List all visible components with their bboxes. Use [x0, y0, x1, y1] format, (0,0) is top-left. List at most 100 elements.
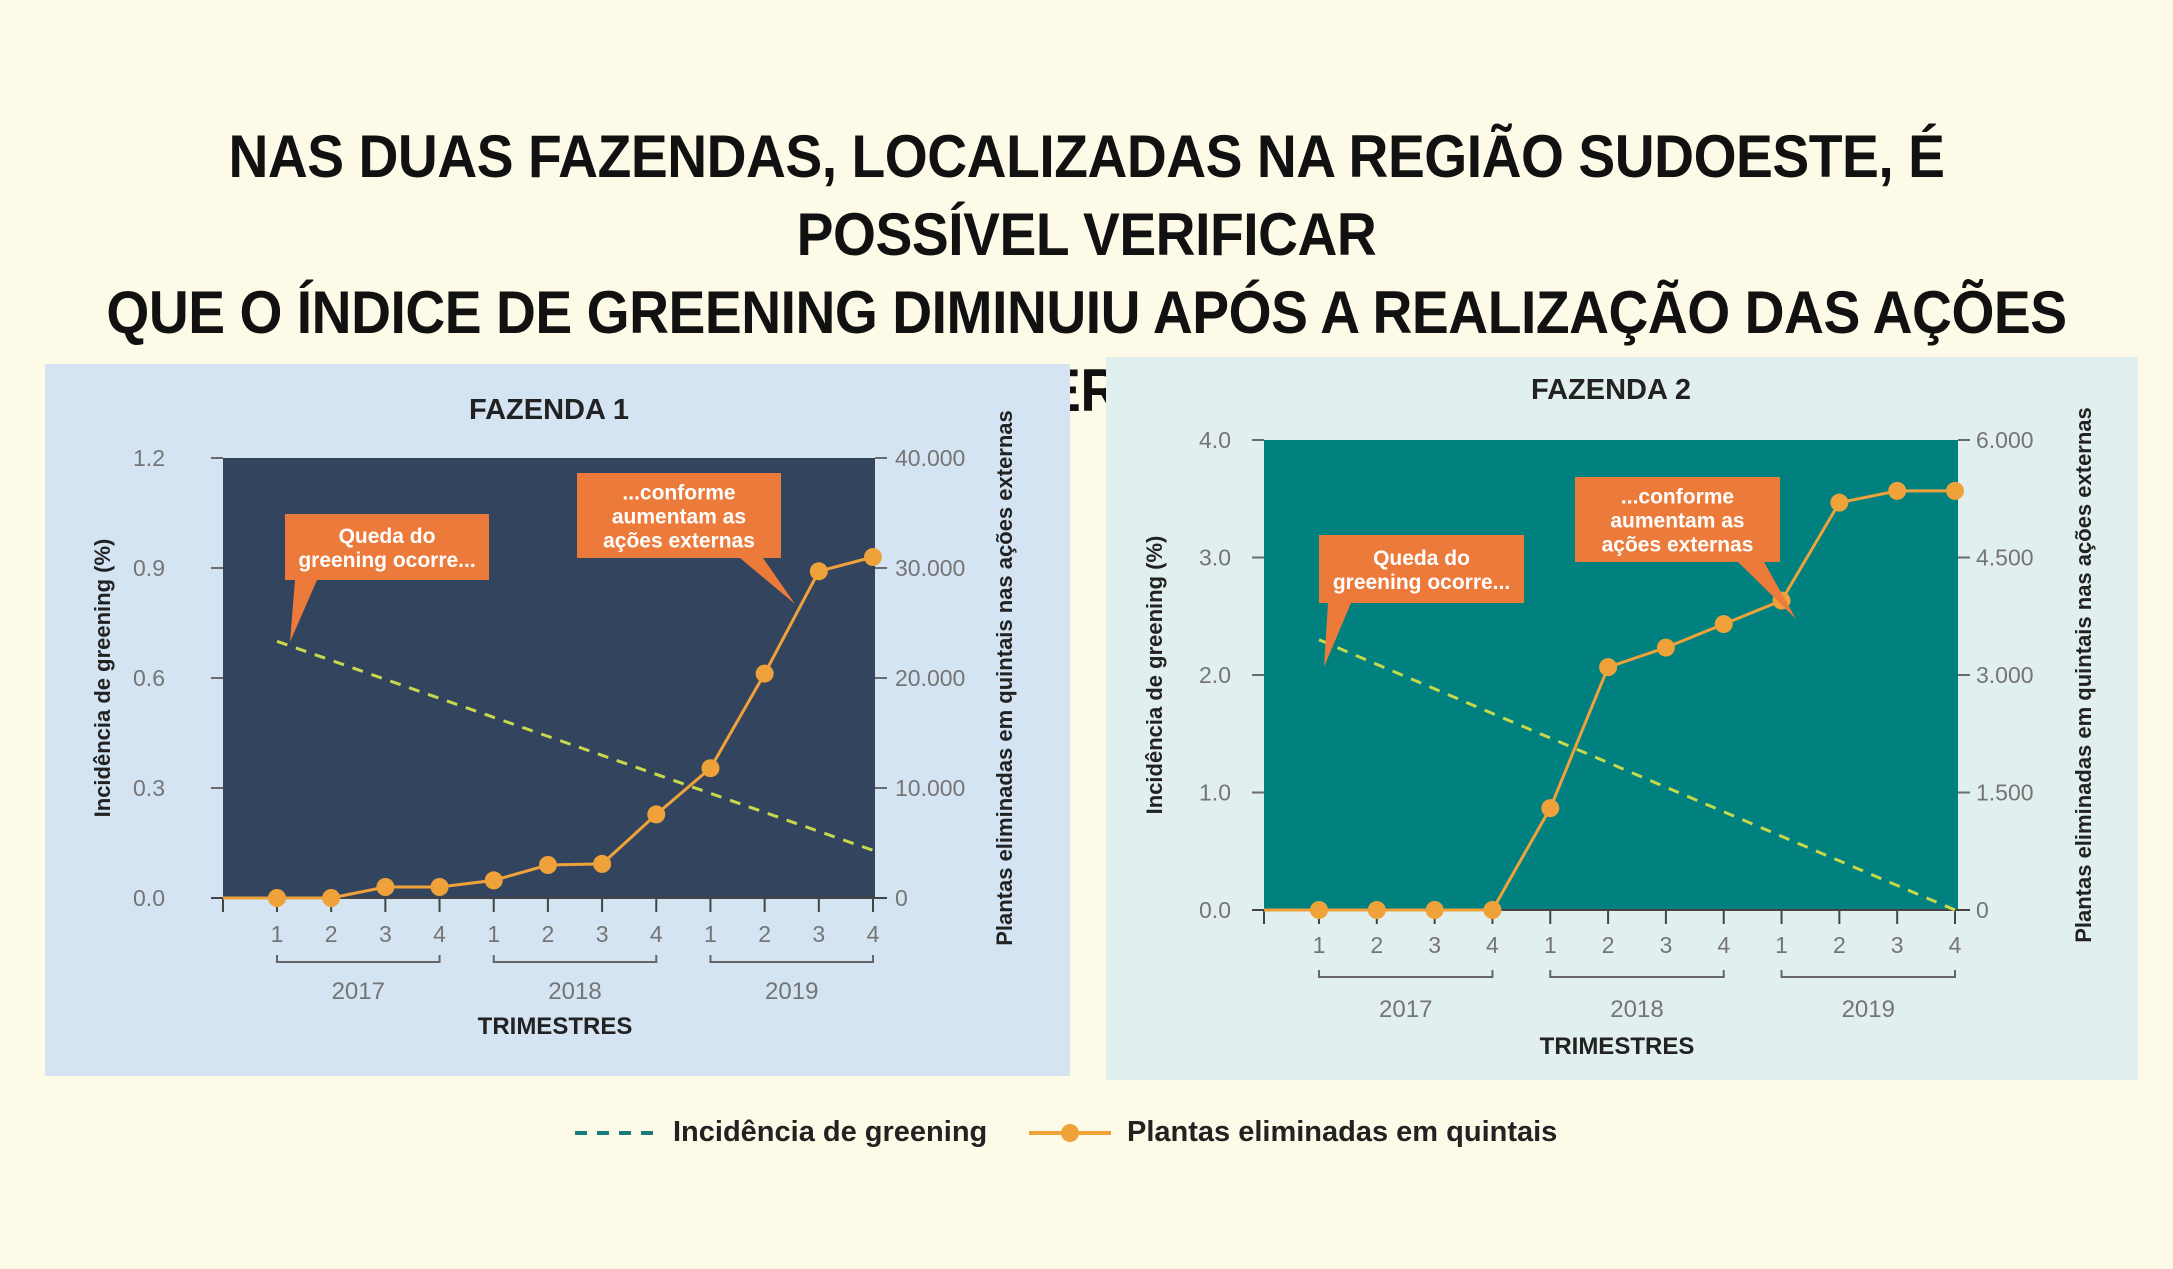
quarter-label: 2	[758, 921, 771, 947]
callout-text-line: ações externas	[1602, 534, 1754, 557]
left-tick-label: 4.0	[1199, 427, 1231, 453]
quarter-label: 1	[487, 921, 500, 947]
left-axis-label: Incidência de greening (%)	[90, 539, 115, 818]
year-bracket	[1549, 970, 1725, 978]
plantas-data-point	[1310, 901, 1328, 919]
plantas-data-point	[593, 854, 612, 873]
quarter-label: 4	[1949, 932, 1962, 958]
legend: Incidência de greening Plantas eliminada…	[0, 1116, 2173, 1156]
plantas-data-point	[484, 871, 503, 890]
quarter-label: 3	[812, 921, 825, 947]
right-tick-label: 40.000	[895, 445, 965, 471]
year-label: 2017	[332, 978, 385, 1005]
right-tick-label: 3.000	[1976, 662, 2034, 688]
quarter-label: 3	[379, 921, 392, 947]
year-label: 2018	[548, 978, 601, 1005]
left-tick-label: 3.0	[1199, 545, 1231, 571]
plantas-data-point	[701, 759, 720, 778]
right-axis-label: Plantas eliminadas em quintais nas ações…	[992, 410, 1017, 946]
left-axis-label: Incidência de greening (%)	[1142, 536, 1167, 815]
plantas-data-point	[322, 889, 341, 907]
left-tick-label: 0.9	[133, 555, 165, 581]
callout-text-line: greening ocorre...	[298, 549, 475, 572]
callout-text-line: greening ocorre...	[1333, 571, 1510, 594]
callout-box	[1575, 477, 1780, 562]
legend-line-marker-icon	[1029, 1123, 1111, 1142]
callout-text-line: aumentam as	[1610, 510, 1744, 533]
quarter-label: 2	[1370, 932, 1383, 958]
quarter-label: 4	[867, 921, 880, 947]
year-label: 2017	[1379, 996, 1432, 1023]
left-tick-label: 0.6	[133, 665, 165, 691]
left-tick-label: 1.0	[1199, 780, 1231, 806]
year-label: 2019	[1842, 996, 1895, 1023]
quarter-label: 3	[1428, 932, 1441, 958]
quarter-label: 3	[596, 921, 609, 947]
plantas-series-line	[1319, 489, 1955, 912]
right-tick-label: 1.500	[1976, 780, 2034, 806]
plantas-data-point	[1656, 638, 1675, 657]
quarter-label: 4	[433, 921, 446, 947]
plantas-data-point	[268, 889, 286, 907]
legend-label-greening: Incidência de greening	[673, 1116, 988, 1148]
left-tick-label: 1.2	[133, 445, 165, 471]
right-tick-label: 30.000	[895, 555, 965, 581]
plantas-data-point	[809, 562, 828, 581]
plantas-data-point	[755, 664, 774, 683]
left-tick-label: 2.0	[1199, 662, 1231, 688]
quarter-label: 2	[1602, 932, 1615, 958]
quarter-label: 1	[271, 921, 284, 947]
plantas-data-point	[647, 805, 666, 824]
callout-text-line: aumentam as	[612, 506, 746, 529]
right-tick-label: 6.000	[1976, 427, 2034, 453]
chart-fazenda-1: FAZENDA 1 0.0 0.3 0.6 0.9 1.2 0 10.000 20.000 30.…	[45, 364, 1070, 1076]
chart-panel-fazenda-2: FAZENDA 2 0.0 1.0 2.0 3.0 4.0 0 1.500 3.000 4.500…	[1106, 357, 2138, 1080]
x-axis-label: TRIMESTRES	[1540, 1033, 1695, 1060]
left-tick-label: 0.0	[133, 885, 165, 911]
chart-title: FAZENDA 2	[1531, 374, 1691, 406]
quarter-label: 3	[1891, 932, 1904, 958]
plantas-data-point	[376, 878, 395, 896]
callout-pointer	[1738, 562, 1796, 619]
right-tick-label: 0	[895, 885, 908, 911]
legend-item-greening: Incidência de greening	[573, 1116, 987, 1149]
chart-fazenda-2: FAZENDA 2 0.0 1.0 2.0 3.0 4.0 0 1.500 3.000 4.500…	[1106, 357, 2138, 1080]
legend-label-plantas: Plantas eliminadas em quintais	[1127, 1116, 1558, 1148]
quarter-label: 4	[650, 921, 663, 947]
callout-text-line: ações externas	[603, 530, 755, 553]
greening-series-line	[1318, 638, 1956, 912]
left-tick-label: 0.3	[133, 775, 165, 801]
plantas-data-point	[864, 548, 882, 566]
chart-title: FAZENDA 1	[469, 394, 629, 426]
quarter-label: 1	[1544, 932, 1557, 958]
plantas-data-point	[1425, 901, 1444, 919]
year-bracket	[1318, 970, 1494, 978]
year-label: 2019	[765, 978, 818, 1005]
plantas-data-point	[430, 878, 449, 896]
chart-panel-fazenda-1: FAZENDA 1 0.0 0.3 0.6 0.9 1.2 0 10.000 20.000 30.…	[45, 364, 1070, 1076]
left-tick-label: 0.0	[1199, 897, 1231, 923]
plantas-data-point	[1367, 901, 1386, 919]
plantas-data-point	[1888, 481, 1907, 500]
plantas-data-point	[1541, 799, 1560, 818]
quarter-label: 1	[1313, 932, 1326, 958]
headline-line-1: NAS DUAS FAZENDAS, LOCALIZADAS NA REGIÃO…	[228, 123, 1945, 268]
greening-series-line	[276, 639, 874, 852]
right-tick-label: 10.000	[895, 775, 965, 801]
callout-text-line: ...conforme	[622, 482, 735, 505]
right-tick-label: 20.000	[895, 665, 965, 691]
legend-item-plantas: Plantas eliminadas em quintais	[1027, 1116, 1557, 1149]
callout-pointer	[1324, 603, 1351, 667]
callout-text-line: Queda do	[1373, 547, 1470, 570]
year-bracket	[1780, 970, 1956, 978]
plantas-data-point	[538, 856, 557, 874]
right-tick-label: 4.500	[1976, 545, 2034, 571]
quarter-label: 2	[542, 921, 555, 947]
x-axis-label: TRIMESTRES	[478, 1013, 633, 1040]
year-bracket	[276, 955, 441, 963]
quarter-label: 2	[325, 921, 338, 947]
year-bracket	[709, 955, 874, 963]
right-axis-label: Plantas eliminadas em quintais nas ações…	[2071, 407, 2096, 943]
callout-box	[285, 514, 489, 580]
plantas-data-point	[1599, 658, 1618, 677]
